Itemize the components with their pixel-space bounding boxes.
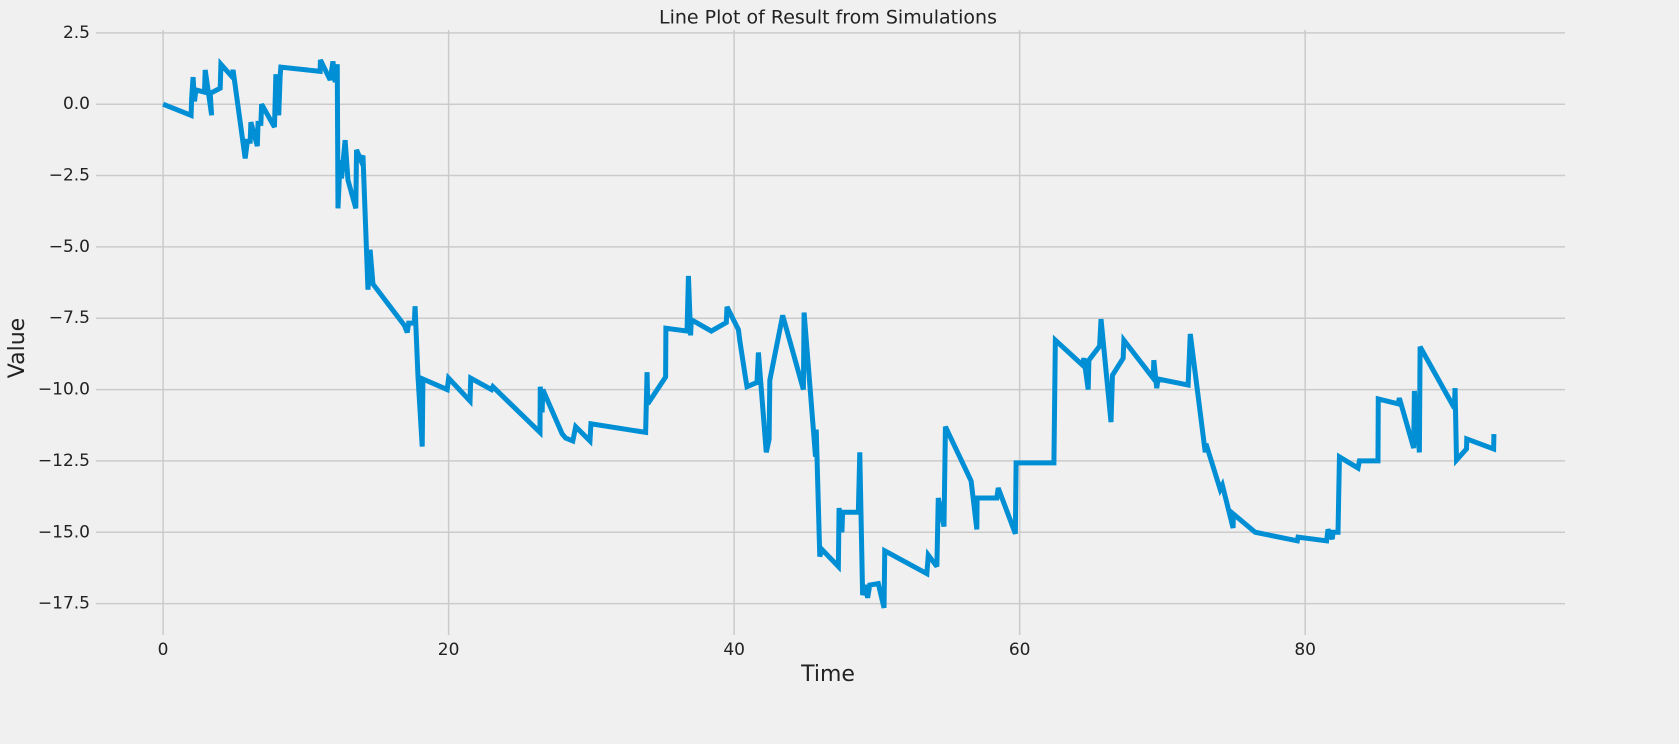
chart-title: Line Plot of Result from Simulations (659, 7, 997, 29)
y-tick-label: −7.5 (49, 308, 90, 328)
x-tick-label: 40 (723, 640, 745, 660)
x-tick-label: 60 (1009, 640, 1031, 660)
y-tick-label: −12.5 (38, 451, 90, 471)
y-tick-label: −17.5 (38, 594, 90, 614)
x-axis-label: Time (800, 662, 855, 687)
y-axis-label: Value (5, 318, 30, 378)
y-tick-label: −10.0 (38, 380, 90, 400)
x-tick-label: 0 (158, 640, 169, 660)
x-tick-label: 20 (438, 640, 460, 660)
x-tick-label: 80 (1294, 640, 1316, 660)
y-tick-label: 2.5 (63, 23, 90, 43)
y-tick-label: −2.5 (49, 166, 90, 186)
data-line (162, 57, 1497, 609)
y-tick-label: 0.0 (63, 94, 90, 114)
y-tick-label: −15.0 (38, 522, 90, 542)
y-tick-label: −5.0 (49, 237, 90, 257)
